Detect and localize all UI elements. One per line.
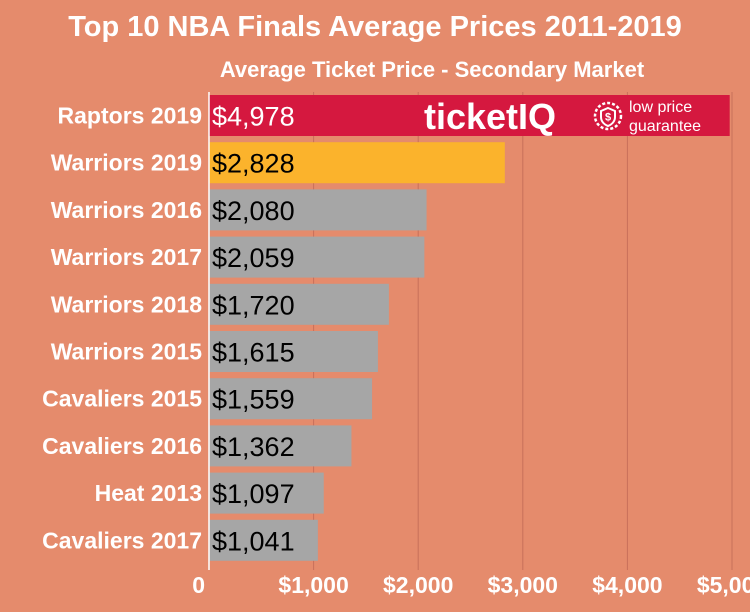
x-tick-label: 0 [192, 572, 205, 598]
x-tick-label: $3,000 [488, 572, 558, 598]
bar [209, 331, 378, 372]
data-label: $2,059 [212, 243, 295, 273]
data-label: $1,720 [212, 290, 295, 320]
bars: $4,978 Raptors 2019 $2,828 Warriors 2019 $2,… [42, 92, 730, 570]
bar [209, 472, 324, 514]
shield-dollar-icon: $ [593, 101, 623, 131]
x-tick-label: $2,000 [383, 572, 453, 598]
category-label: Heat 2013 [95, 480, 202, 506]
bar [209, 519, 318, 561]
x-tick-label: $1,000 [278, 572, 348, 598]
data-label: $2,828 [212, 149, 295, 179]
data-label: $4,978 [212, 102, 295, 132]
bar [209, 189, 427, 231]
category-label: Warriors 2015 [51, 339, 202, 365]
category-label: Raptors 2019 [58, 103, 202, 129]
data-label: $1,362 [212, 432, 295, 462]
bar [209, 283, 389, 325]
chart-title: Top 10 NBA Finals Average Prices 2011-20… [68, 11, 682, 43]
x-tick-label: $5,000 [697, 572, 750, 598]
category-label: Cavaliers 2016 [42, 433, 202, 459]
bar [209, 378, 373, 420]
x-axis-ticks: 0 $1,000 $2,000 $3,000 $4,000 $5,000 [192, 572, 750, 598]
svg-text:$: $ [605, 112, 611, 124]
category-label: Warriors 2019 [51, 150, 202, 176]
data-label: $1,615 [212, 338, 295, 368]
category-label: Cavaliers 2017 [42, 527, 202, 553]
ticketiq-logo: ticketIQ $ low price guarantee [424, 96, 701, 137]
logo-tagline-line2: guarantee [629, 118, 701, 135]
logo-brand-text: ticketIQ [424, 96, 556, 137]
data-label: $1,559 [212, 385, 295, 415]
category-label: Cavaliers 2015 [42, 386, 202, 412]
bar [209, 95, 730, 136]
bar [209, 236, 425, 278]
data-label: $1,097 [212, 479, 295, 509]
logo-tagline-line1: low price [629, 99, 692, 116]
bar [209, 425, 352, 467]
data-label: $2,080 [212, 196, 295, 226]
chart-subtitle: Average Ticket Price - Secondary Market [220, 57, 645, 82]
x-tick-label: $4,000 [592, 572, 662, 598]
bar [209, 142, 505, 184]
category-label: Warriors 2016 [51, 197, 202, 223]
data-label: $1,041 [212, 526, 295, 556]
category-label: Warriors 2017 [51, 244, 202, 270]
category-label: Warriors 2018 [51, 291, 202, 317]
